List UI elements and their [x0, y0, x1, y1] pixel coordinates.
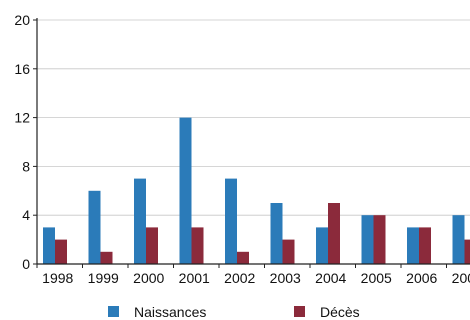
- tick-labels: 0 4 8 12 16 20 1998 1999 2000 2001 2002 2003 2004 200…: [14, 12, 470, 286]
- bar-deces-2000: [146, 227, 158, 264]
- bar-naissances-1999: [88, 190, 101, 264]
- x-tick-label-2001: 2001: [179, 270, 210, 286]
- y-tick-label: 20: [14, 12, 30, 28]
- y-tick-label: 4: [22, 207, 30, 223]
- x-tick-label-2004: 2004: [315, 270, 346, 286]
- bar-naissances-2002: [225, 178, 237, 264]
- x-tick-label-2002: 2002: [224, 270, 255, 286]
- bar-deces-1998: [55, 239, 67, 264]
- bar-naissances-2003: [270, 203, 283, 264]
- x-tick-label-1999: 1999: [88, 270, 119, 286]
- bar-deces-2001: [191, 227, 204, 264]
- y-tick-label: 12: [14, 110, 30, 126]
- bar-naissances-2005: [361, 215, 374, 264]
- bar-deces-1999: [100, 251, 113, 264]
- bar-naissances-2006: [407, 227, 419, 264]
- x-tick-label-2006: 2006: [406, 270, 437, 286]
- y-tick-label: 0: [22, 256, 30, 272]
- x-tick-label-2003: 2003: [270, 270, 301, 286]
- grid-lines: [37, 19, 470, 216]
- x-tick-label-2007: 2007: [452, 270, 470, 286]
- legend-label-deces: Décès: [320, 304, 360, 320]
- bar-naissances-2000: [134, 178, 146, 264]
- legend-swatch-deces: [294, 306, 305, 317]
- bar-deces-2004: [328, 203, 340, 264]
- bar-deces-2003: [282, 239, 295, 264]
- x-tick-label-1998: 1998: [42, 270, 73, 286]
- legend-naissances: Naissances: [108, 304, 206, 320]
- bar-naissances-2004: [316, 227, 328, 264]
- legend-swatch-naissances: [108, 306, 119, 317]
- bar-deces-2002: [237, 251, 249, 264]
- bar-deces-2006: [419, 227, 431, 264]
- legend-label-naissances: Naissances: [134, 304, 206, 320]
- bar-deces-2005: [373, 215, 386, 264]
- bar-naissances-2007: [452, 215, 465, 264]
- y-tick-label: 16: [14, 61, 30, 77]
- bar-naissances-2001: [179, 117, 192, 264]
- legend: Naissances Décès: [108, 304, 360, 320]
- x-tick-label-2005: 2005: [361, 270, 392, 286]
- bar-deces-2007: [464, 239, 470, 264]
- bar-naissances-1998: [43, 227, 55, 264]
- legend-deces: Décès: [294, 304, 360, 320]
- x-tick-label-2000: 2000: [133, 270, 164, 286]
- y-tick-label: 8: [22, 158, 30, 174]
- axes: [33, 18, 470, 268]
- bars: [43, 117, 470, 264]
